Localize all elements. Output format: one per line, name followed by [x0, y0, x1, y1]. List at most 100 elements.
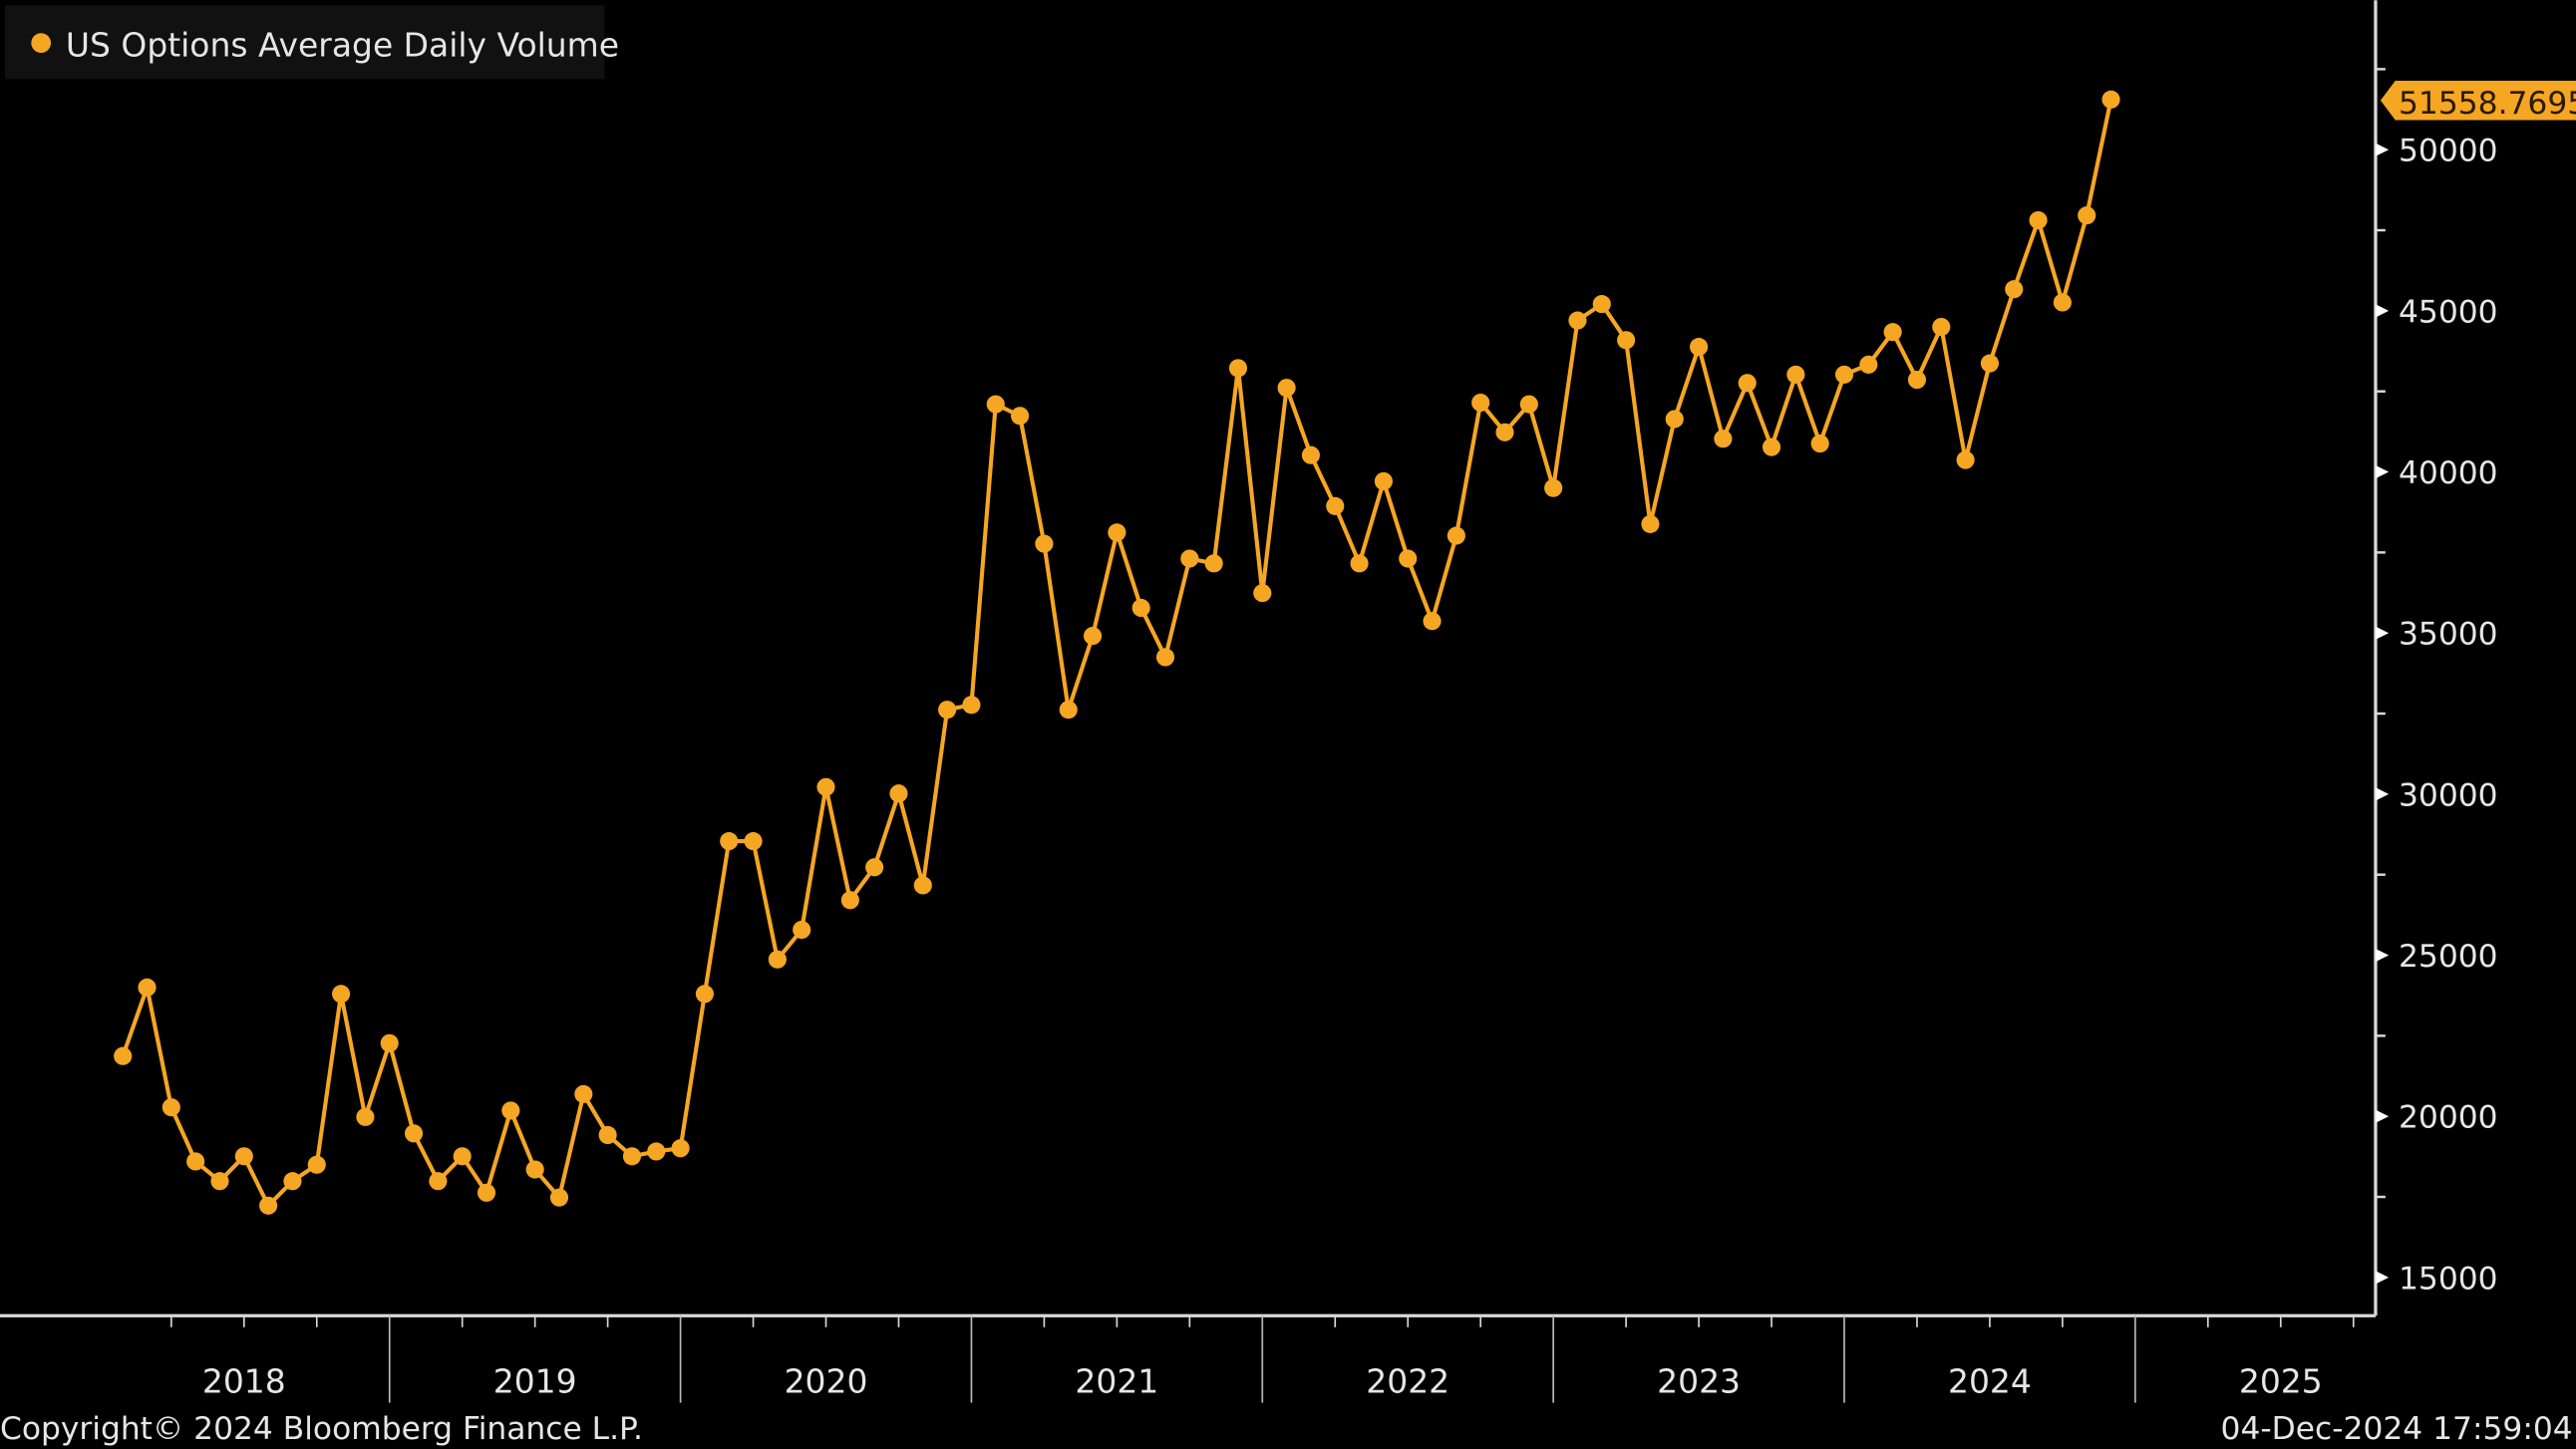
data-point — [574, 1084, 593, 1103]
y-major-tick — [2375, 1109, 2390, 1123]
x-tick-label: 2019 — [493, 1362, 577, 1401]
data-point — [744, 832, 763, 851]
data-point — [1907, 371, 1927, 390]
data-point — [1519, 395, 1538, 414]
data-point — [283, 1172, 302, 1191]
data-point — [1810, 435, 1829, 453]
y-major-tick — [2375, 143, 2390, 156]
data-point — [1011, 407, 1030, 426]
data-point — [1980, 354, 1999, 373]
data-point — [913, 876, 932, 895]
data-point — [938, 701, 957, 720]
data-point — [210, 1172, 229, 1191]
y-tick-label: 35000 — [2399, 617, 2498, 653]
data-point — [525, 1160, 544, 1179]
legend-box — [4, 5, 605, 80]
data-point — [793, 920, 811, 940]
data-point — [2029, 210, 2048, 230]
data-point — [549, 1188, 569, 1207]
x-tick-label: 2022 — [1366, 1362, 1449, 1401]
data-point — [1399, 549, 1418, 568]
data-point — [1301, 445, 1320, 464]
data-point — [1690, 338, 1709, 357]
y-tick-label: 50000 — [2399, 134, 2498, 169]
data-point — [259, 1196, 278, 1215]
data-point — [671, 1139, 690, 1158]
data-point — [1180, 549, 1199, 568]
data-point — [1350, 554, 1369, 573]
data-point — [1859, 355, 1878, 374]
y-major-tick — [2375, 304, 2390, 318]
data-point — [2005, 280, 2024, 299]
copyright-text: Copyright© 2024 Bloomberg Finance L.P. — [0, 1411, 643, 1447]
data-point — [2053, 293, 2072, 312]
data-point — [501, 1101, 520, 1120]
data-point — [1035, 534, 1054, 553]
data-point — [1277, 379, 1296, 398]
data-point — [889, 784, 908, 803]
x-tick-label: 2020 — [785, 1362, 868, 1401]
data-point — [429, 1172, 448, 1191]
data-point — [1834, 365, 1854, 384]
data-point — [1471, 393, 1490, 413]
data-point — [1131, 598, 1150, 618]
data-point — [768, 950, 787, 969]
data-point — [1228, 359, 1248, 378]
data-point — [1155, 648, 1175, 667]
timestamp-text: 04-Dec-2024 17:59:04 — [2221, 1411, 2573, 1447]
data-point — [1447, 526, 1465, 545]
data-point — [453, 1147, 472, 1166]
data-point — [695, 985, 714, 1004]
x-tick-label: 2025 — [2239, 1362, 2323, 1401]
data-point — [1059, 701, 1078, 720]
legend-label: US Options Average Daily Volume — [66, 25, 619, 64]
data-point — [1641, 514, 1660, 533]
data-point — [1617, 331, 1636, 350]
data-point — [1592, 295, 1611, 314]
x-tick-label: 2018 — [202, 1362, 286, 1401]
data-point — [1956, 450, 1975, 469]
data-point — [1568, 311, 1587, 330]
axes: 15000 20000 25000 30000 35000 40000 45000 50000… — [0, 0, 2498, 1403]
data-point — [720, 832, 739, 851]
data-point — [840, 891, 859, 910]
data-point — [380, 1033, 399, 1052]
data-point — [816, 777, 835, 796]
y-tick-label: 40000 — [2399, 455, 2498, 491]
data-point — [1083, 627, 1103, 646]
y-tick-label: 45000 — [2399, 294, 2498, 330]
data-point — [307, 1155, 326, 1174]
data-point — [1544, 478, 1563, 497]
y-tick-label: 30000 — [2399, 777, 2498, 813]
data-point — [332, 985, 351, 1004]
data-point — [1762, 437, 1781, 456]
y-tick-label: 15000 — [2399, 1261, 2498, 1297]
data-point — [161, 1098, 180, 1117]
data-point — [1374, 471, 1393, 490]
data-point — [1786, 365, 1805, 384]
data-point — [234, 1147, 253, 1166]
y-tick-label: 20000 — [2399, 1100, 2498, 1136]
data-point — [2078, 206, 2096, 225]
last-value-tag: 51558.7695 — [2380, 81, 2576, 122]
data-point — [1714, 430, 1733, 448]
data-point — [356, 1107, 375, 1126]
y-tick-label: 25000 — [2399, 939, 2498, 975]
data-point — [1665, 410, 1684, 429]
x-tick-label: 2024 — [1948, 1362, 2032, 1401]
y-major-tick — [2375, 948, 2390, 963]
data-point — [186, 1152, 205, 1171]
data-point — [1495, 423, 1514, 441]
x-tick-label: 2023 — [1657, 1362, 1741, 1401]
y-major-tick — [2375, 626, 2390, 640]
data-point — [1423, 612, 1442, 631]
data-point — [1326, 496, 1345, 515]
data-point — [1932, 317, 1951, 337]
x-tick-label: 2021 — [1075, 1362, 1158, 1401]
data-point — [1204, 554, 1223, 573]
data-point — [138, 978, 157, 997]
data-point — [114, 1046, 133, 1065]
data-point — [1253, 584, 1272, 603]
